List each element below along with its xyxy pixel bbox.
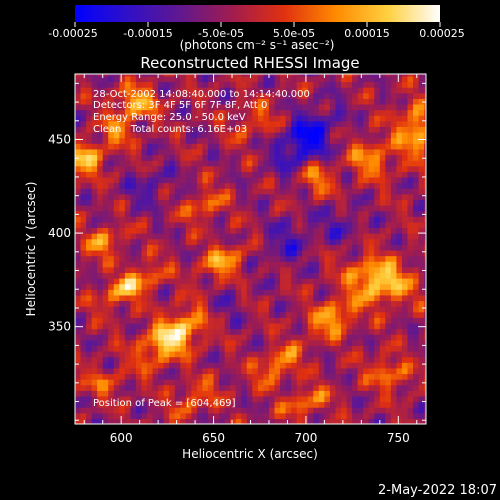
colorbar-ticks: -0.00025 -0.00015 -5.0e-05 5.0e-05 0.00015 0.… — [48, 22, 465, 40]
axis-tick-label: 350 — [48, 320, 71, 334]
x-axis-label: Heliocentric X (arcsec) — [182, 447, 318, 461]
axis-tick-label: 700 — [294, 431, 317, 445]
colorbar-tick-label: -0.00015 — [123, 27, 172, 40]
axis-tick-label: 450 — [48, 133, 71, 147]
chart-title: Reconstructed RHESSI Image — [140, 54, 359, 72]
colorbar-tick-label: 0.00015 — [344, 27, 390, 40]
info-line-energy: Energy Range: 25.0 - 50.0 keV — [93, 112, 246, 123]
colorbar — [75, 5, 440, 22]
peak-position-label: Position of Peak = [604,469] — [93, 398, 236, 409]
info-line-time: 28-Oct-2002 14:08:40.000 to 14:14:40.000 — [93, 89, 310, 100]
colorbar-tick-label: -0.00025 — [48, 27, 97, 40]
timestamp: 2-May-2022 18:07 — [378, 483, 497, 498]
info-line-detectors: Detectors: 3F 4F 5F 6F 7F 8F, Att 0 — [93, 100, 267, 111]
axis-tick-label: 650 — [202, 431, 225, 445]
observation-info: 28-Oct-2002 14:08:40.000 to 14:14:40.000… — [93, 89, 310, 135]
colorbar-tick-label: 0.00025 — [419, 27, 465, 40]
axis-tick-label: 600 — [110, 431, 133, 445]
axis-tick-label: 750 — [387, 431, 410, 445]
colorbar-tick-label: -5.0e-05 — [198, 27, 244, 40]
colorbar-tick-label: 5.0e-05 — [273, 27, 315, 40]
axis-tick-label: 400 — [48, 226, 71, 240]
colorbar-units-label: (photons cm⁻² s⁻¹ asec⁻²) — [180, 38, 335, 52]
axis-ticks: 600 650 700 750 350 400 450 — [48, 74, 426, 445]
y-axis-label: Heliocentric Y (arcsec) — [24, 182, 38, 317]
heatmap-image — [75, 74, 426, 424]
info-line-clean: Clean Total counts: 6.16E+03 — [93, 124, 247, 135]
